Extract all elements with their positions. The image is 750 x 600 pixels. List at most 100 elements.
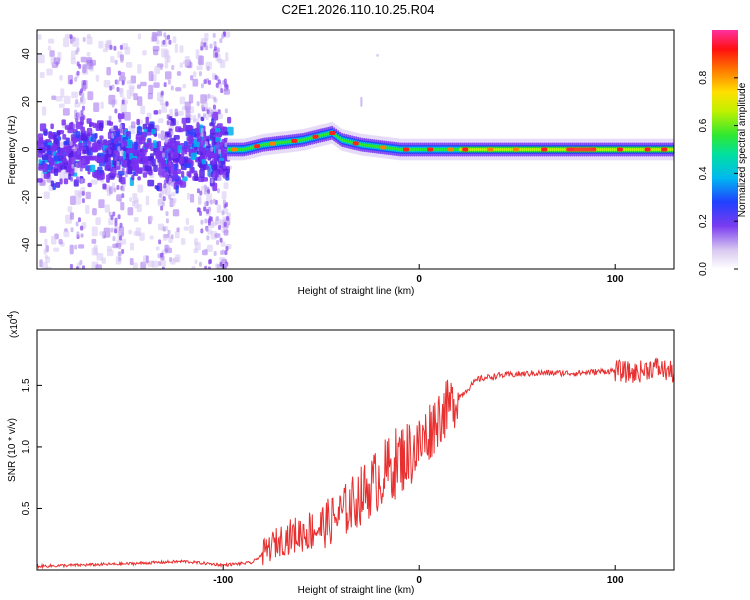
spectrogram-cell [249,146,252,150]
spectrogram-cell [251,145,254,149]
spectrogram-cell [601,148,604,151]
spectrogram-cell [196,150,202,155]
spectrogram-cell [159,65,163,71]
spectrogram-cell [165,175,169,181]
spectrogram-cell [113,187,117,193]
spectrogram-cell [158,193,162,199]
spectrogram-cell [132,262,138,269]
spectrogram-cell [563,148,566,151]
spectrogram-cell [361,143,364,147]
spectrogram-cell [495,148,498,151]
spectrogram-cell [166,114,170,120]
spectrogram-cell [473,148,476,151]
spectrogram-cell [200,127,204,133]
snr-y-tick-label: 1.5 [21,378,32,392]
spectrogram-cell [269,141,276,146]
spectrogram-cell [80,178,84,184]
spectrogram-cell [126,80,133,85]
spectrogram-cell [561,148,564,151]
spectrogram-cell [63,230,70,238]
spectrogram-cell [231,147,237,152]
spectrogram-cell [616,147,623,152]
spectrogram-cell [347,139,350,143]
spectrogram-cell [214,233,221,238]
spectrogram-cell [176,227,180,233]
spectrogram-cell [95,264,102,269]
spectrogram-cell [671,148,674,151]
spectrogram-cell [369,144,372,148]
snr-plot-area [37,357,674,570]
spectrogram-cell [182,123,187,132]
spectrogram-cell [169,256,173,262]
spectrogram-cell [505,148,508,151]
spectrogram-cell [136,84,141,89]
spectrogram-cell [213,45,217,51]
spectrogram-cell [193,141,201,148]
spectrogram-cell [159,146,163,152]
spectrogram-cell [46,150,52,155]
spectrogram-cell [222,199,226,205]
snr-panel: -100 0 100 0.5 1.0 1.5 Height of straight li… [6,311,675,596]
spectrogram-cell [39,226,47,233]
spectrogram-cell [91,133,97,142]
spectrogram-cell [603,148,606,151]
spectrogram-cell [443,148,446,151]
spectrogram-cell [215,127,221,133]
spectrogram-cell [189,225,194,234]
spectrogram-cell [223,221,227,227]
spectrogram-cell [212,104,216,110]
spectrogram-cell [263,143,266,147]
spectrogram-cell [118,117,122,123]
spectrogram-cell [59,165,67,170]
spectrogram-cell [63,95,71,104]
spectrogram-cell [108,115,112,121]
spectrogram-cell [453,148,456,151]
spectrogram-cell [74,190,82,197]
spectrogram-cell [222,163,226,169]
spectrogram-cell [149,235,154,240]
spectrogram-cell [53,155,60,162]
spectrogram-cell [130,242,134,251]
spectrogram-cell [641,148,644,151]
spectrogram-cell [285,140,288,144]
spectrogram-cell [163,82,167,88]
spectrogram-cell [277,141,280,145]
spectrogram-cell [81,131,86,141]
spectrogram-cell [151,128,157,135]
spectrogram-cell [380,145,387,150]
spectrogram-cell [203,79,207,85]
spectrogram-cell [116,79,120,85]
spectrogram-cell [142,156,149,166]
spectrogram-cell [49,157,54,167]
spectrogram-cell [204,201,208,207]
spectrogram-cell [87,91,94,101]
spectrogram-cell [391,146,394,150]
spectrogram-cell [220,141,224,150]
spectrogram-cell [75,221,79,227]
spectrogram-cell [359,142,362,146]
spectrogram-cell [206,65,210,71]
spectrogram-cell [221,191,227,200]
spectrogram-cell [71,163,75,169]
spectrogram-cell [75,176,79,182]
spectrogram-cell [87,182,92,188]
spectrogram-cell [75,131,81,139]
spectrogram-cell [167,34,171,40]
spectrogram-cell [133,93,138,101]
spectrogram-cell [59,75,63,81]
spectrogram-cell [78,63,82,69]
spectrogram-cell [321,133,324,137]
spectrogram-cell [483,148,486,151]
spectrogram-cell [72,36,76,42]
spectrogram-cell [206,209,210,215]
spectrogram-cell [529,148,532,151]
spectrogram-cell [110,126,114,132]
spectrogram-cell [203,206,207,212]
spectrogram-cell [204,248,208,254]
snr-y-multiplier: (x104) [6,311,20,338]
spectrogram-cell [112,168,116,174]
spectrogram-cell [97,156,105,164]
spectrogram-cell [373,144,376,148]
spectrogram-cell [212,182,218,192]
spectrogram-cell [208,172,212,178]
